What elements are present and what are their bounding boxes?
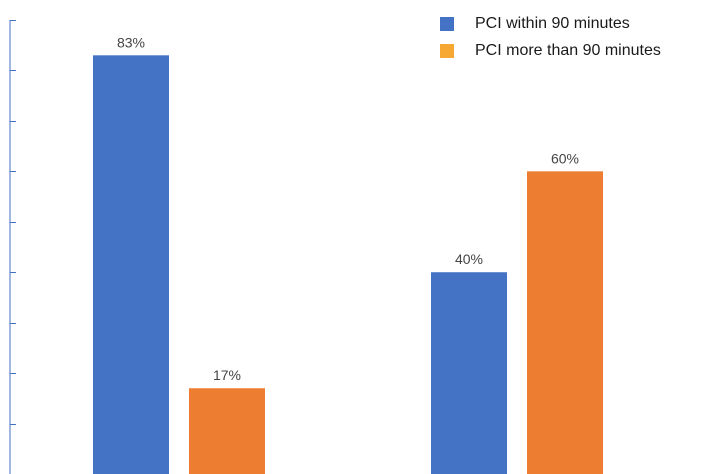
data-label-series1-group2: 40% <box>455 251 483 267</box>
bar-series2-group2 <box>527 171 603 474</box>
legend: PCI within 90 minutes PCI more than 90 m… <box>440 10 661 64</box>
data-label-series2-group1: 17% <box>213 367 241 383</box>
bar-series2-group1 <box>189 388 265 474</box>
data-label-series1-group1: 83% <box>117 34 145 50</box>
bar-series1-group1 <box>93 55 169 474</box>
legend-item-within-90: PCI within 90 minutes <box>440 10 661 37</box>
legend-swatch-more-than-90 <box>440 43 454 58</box>
data-label-series2-group2: 60% <box>551 150 579 166</box>
data-labels-group: 83% 40% 17% 60% <box>117 34 579 383</box>
legend-item-more-than-90: PCI more than 90 minutes <box>440 37 661 64</box>
legend-label-within-90: PCI within 90 minutes <box>475 14 630 32</box>
bars-group <box>93 55 603 474</box>
legend-label-more-than-90: PCI more than 90 minutes <box>475 41 661 59</box>
y-axis-ticks <box>10 20 16 425</box>
bar-series1-group2 <box>431 272 507 474</box>
legend-swatch-within-90 <box>440 16 454 31</box>
